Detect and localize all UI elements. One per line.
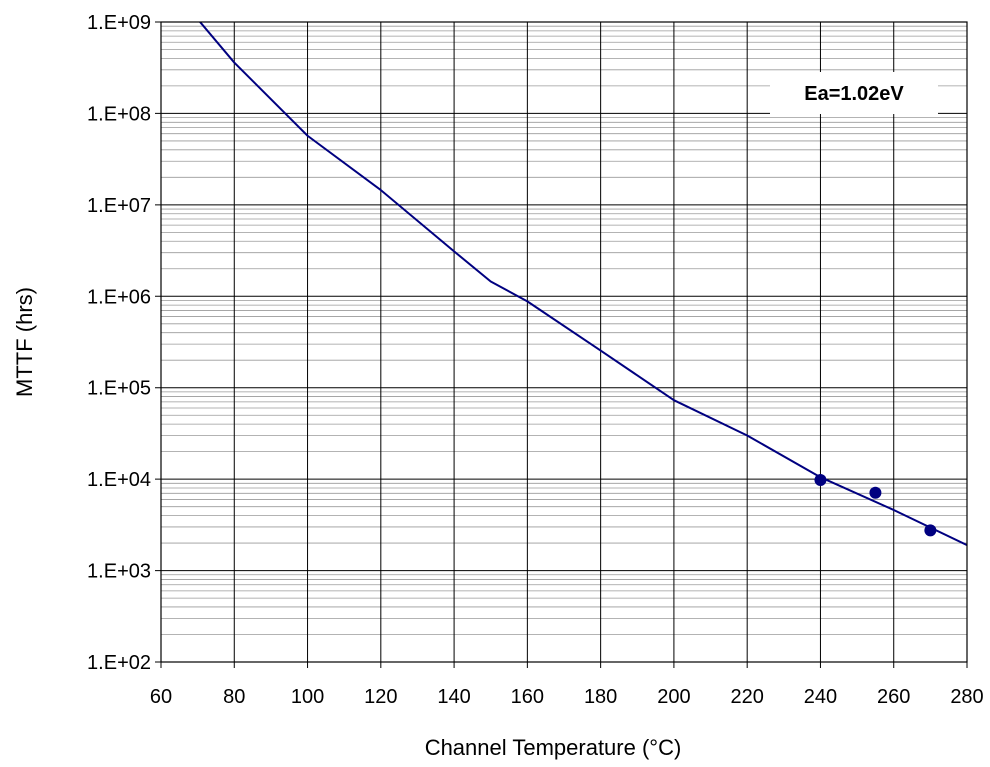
x-tick-label: 200 <box>657 686 690 708</box>
annotation-frame <box>770 72 938 114</box>
x-tick-label: 120 <box>364 686 397 708</box>
x-tick-label: 240 <box>804 686 837 708</box>
y-tick-label: 1.E+08 <box>87 103 151 125</box>
x-tick-label: 260 <box>877 686 910 708</box>
x-tick-label: 180 <box>584 686 617 708</box>
y-tick-label: 1.E+07 <box>87 195 151 217</box>
x-tick-label: 100 <box>291 686 324 708</box>
data-point <box>869 486 882 499</box>
plot-area <box>161 22 967 662</box>
major-gridlines <box>155 21 968 668</box>
data-series <box>198 22 967 546</box>
x-tick-label: 80 <box>223 686 245 708</box>
x-tick-labels: 60 80 100 120 140 160 180 200 220 240 260 280 <box>150 686 984 708</box>
annotation-box: Ea=1.02eV <box>770 72 938 114</box>
x-tick-label: 160 <box>511 686 544 708</box>
data-point <box>924 524 937 537</box>
x-tick-label: 140 <box>437 686 470 708</box>
y-tick-label: 1.E+03 <box>87 561 151 583</box>
y-tick-label: 1.E+02 <box>87 652 151 674</box>
y-tick-label: 1.E+09 <box>87 12 151 34</box>
y-tick-label: 1.E+04 <box>87 469 151 491</box>
plot-frame <box>160 21 968 663</box>
x-axis-title: Channel Temperature (°C) <box>425 735 682 760</box>
x-tick-label: 220 <box>730 686 763 708</box>
y-tick-label: 1.E+06 <box>87 286 151 308</box>
y-tick-labels: 1.E+02 1.E+03 1.E+04 1.E+05 1.E+06 1.E+07 1.E+… <box>87 12 151 674</box>
x-tick-label: 280 <box>950 686 983 708</box>
minor-gridlines <box>161 25 967 635</box>
y-axis-title: MTTF (hrs) <box>12 287 37 397</box>
y-tick-label: 1.E+05 <box>87 378 151 400</box>
annotation-energy-label: Ea=1.02eV <box>804 83 904 105</box>
data-point <box>814 473 827 486</box>
x-tick-label: 60 <box>150 686 172 708</box>
